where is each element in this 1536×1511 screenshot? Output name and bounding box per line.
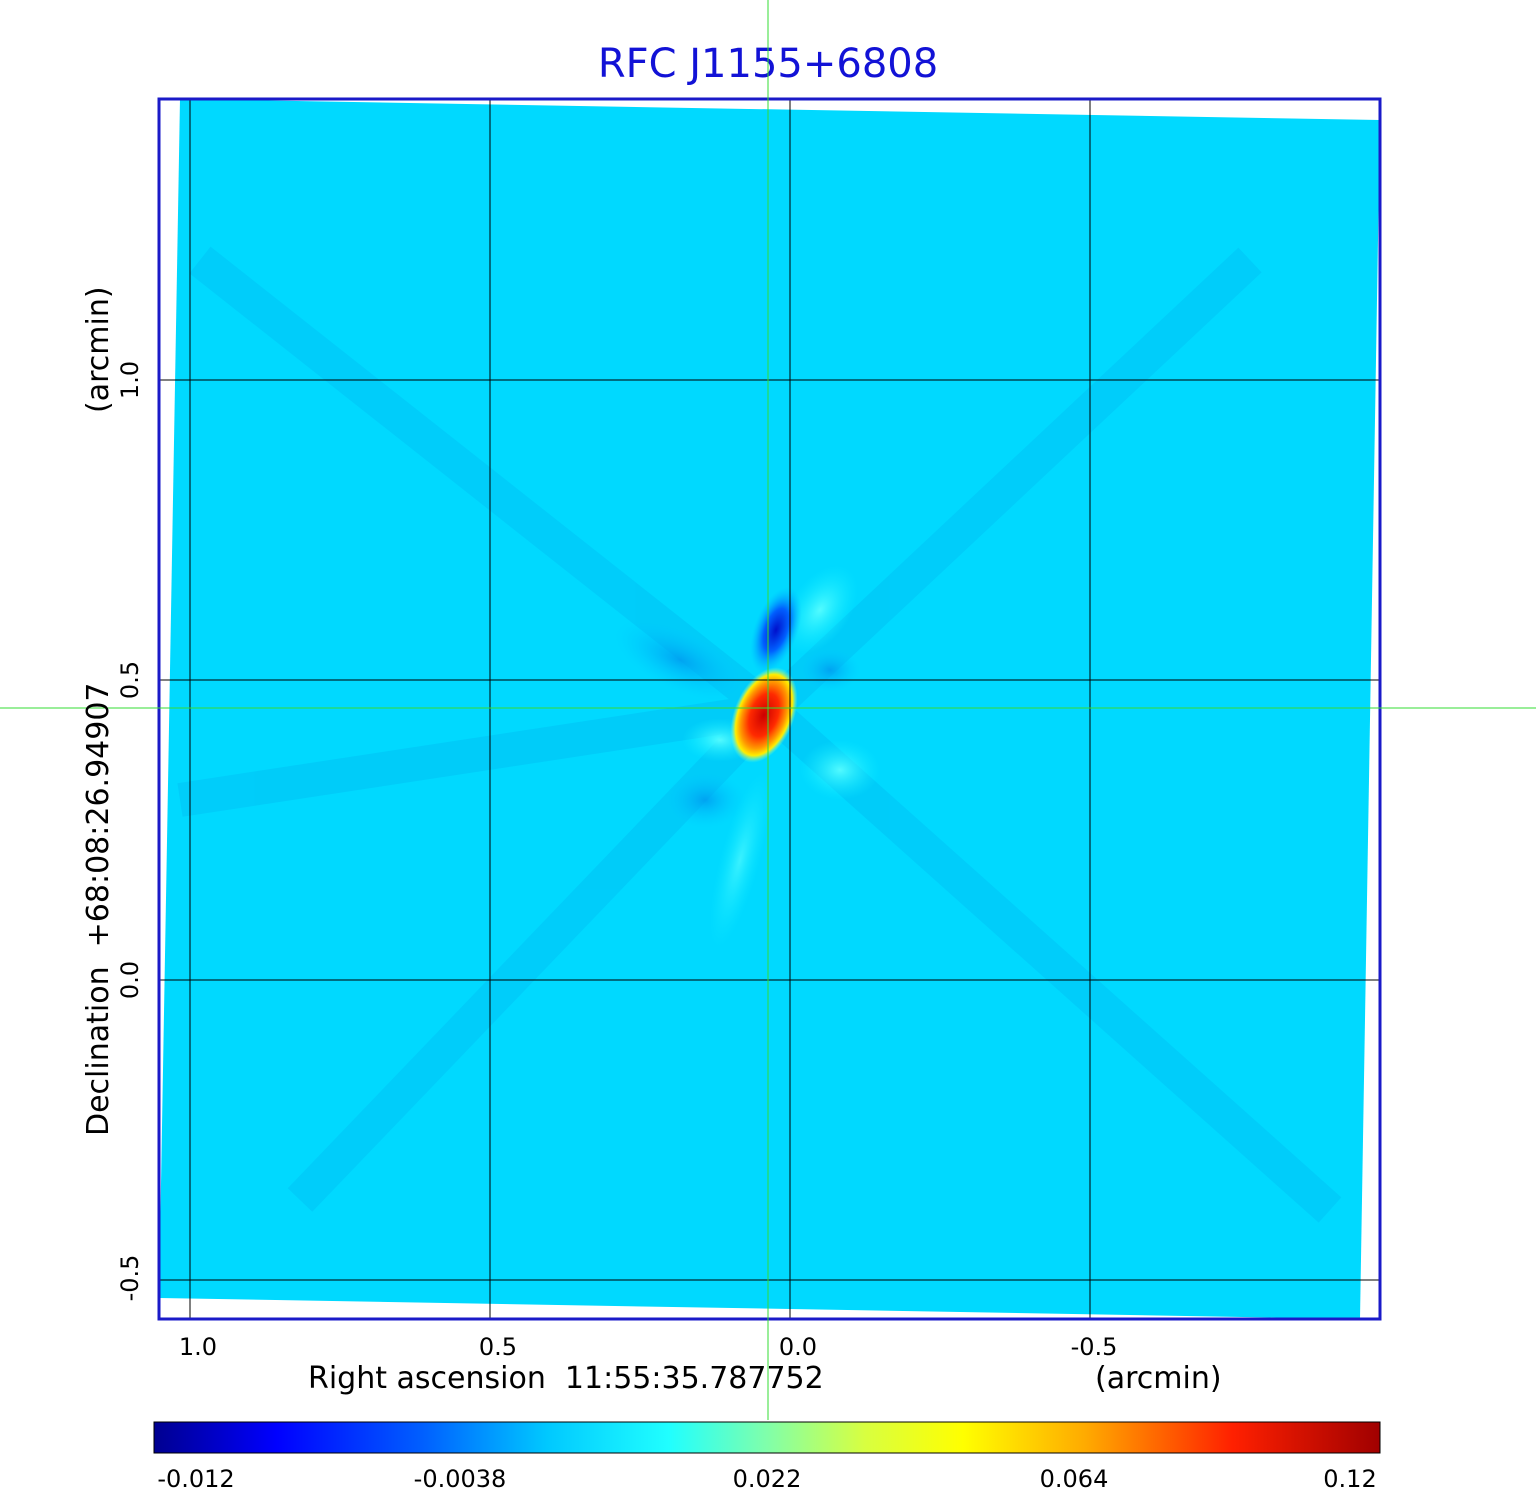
x-axis-unit: (arcmin)	[1095, 1361, 1222, 1396]
y-tick-label: 1.0	[116, 361, 144, 399]
y-tick-label: -0.5	[116, 1255, 144, 1302]
colorbar-tick-label: 0.022	[733, 1465, 802, 1493]
negative-blob	[750, 587, 802, 673]
colorbar-tick-label: -0.0038	[414, 1465, 507, 1493]
colorbar-tick-label: 0.12	[1323, 1465, 1376, 1493]
x-tick-label: 0.0	[779, 1333, 817, 1361]
colorbar	[153, 1421, 1381, 1454]
x-tick-label: -0.5	[1071, 1333, 1118, 1361]
x-tick-label: 1.0	[179, 1333, 217, 1361]
x-axis-label: Right ascension 11:55:35.787752	[308, 1361, 824, 1396]
source-core	[730, 667, 798, 763]
y-axis-unit: (arcmin)	[81, 286, 116, 413]
colorbar-tick-label: 0.064	[1040, 1465, 1109, 1493]
plot-frame	[157, 97, 1382, 1321]
y-tick-label: 0.5	[116, 661, 144, 699]
crosshair	[0, 0, 1536, 1420]
coordinate-grid	[159, 99, 1380, 1319]
y-tick-label: 0.0	[116, 961, 144, 999]
x-tick-label: 0.5	[479, 1333, 517, 1361]
colorbar-tick-label: -0.012	[157, 1465, 234, 1493]
y-axis-label: Declination +68:08:26.94907	[81, 682, 116, 1136]
sky-image	[159, 99, 1380, 1319]
